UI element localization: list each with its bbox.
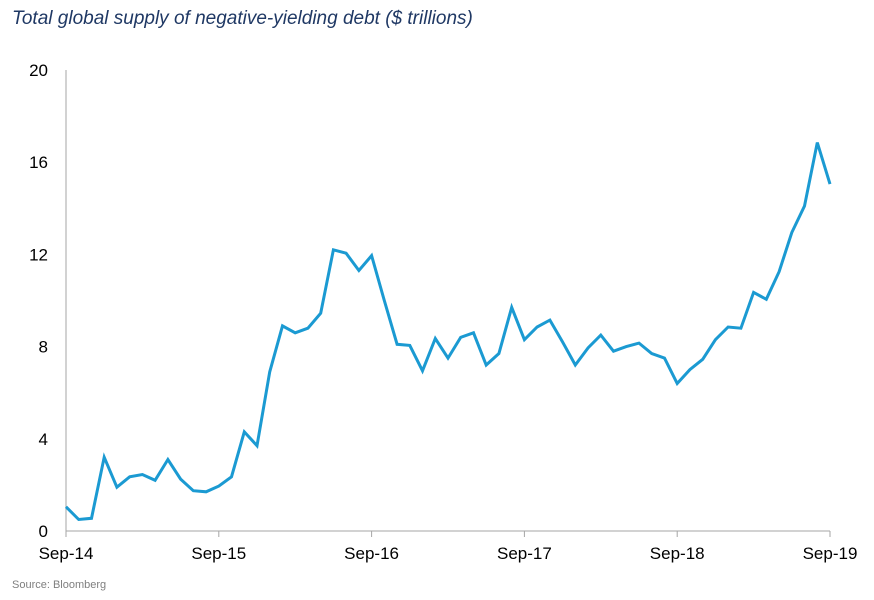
series-line [64,142,832,522]
x-tick-label: Sep-19 [803,544,858,563]
data-points [66,143,830,520]
y-tick-label: 0 [39,522,48,541]
y-tick-label: 12 [29,245,48,264]
x-tick-label: Sep-14 [39,544,94,563]
x-tick-label: Sep-18 [650,544,705,563]
y-tick-label: 4 [39,430,48,449]
y-tick-label: 16 [29,153,48,172]
y-tick-label: 8 [39,338,48,357]
x-tick-label: Sep-15 [191,544,246,563]
x-tick-label: Sep-16 [344,544,399,563]
y-tick-label: 20 [29,61,48,80]
chart-title: Total global supply of negative-yielding… [12,8,473,29]
source-note: Source: Bloomberg [12,579,107,591]
x-tick-label: Sep-17 [497,544,552,563]
